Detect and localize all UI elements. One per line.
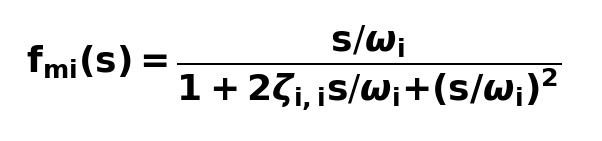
Text: $\mathbf{f}_{\mathbf{mi}}\mathbf{(s)=}\dfrac{\mathbf{s}/\boldsymbol{\omega}_{\ma: $\mathbf{f}_{\mathbf{mi}}\mathbf{(s)=}\d… [26,23,562,113]
